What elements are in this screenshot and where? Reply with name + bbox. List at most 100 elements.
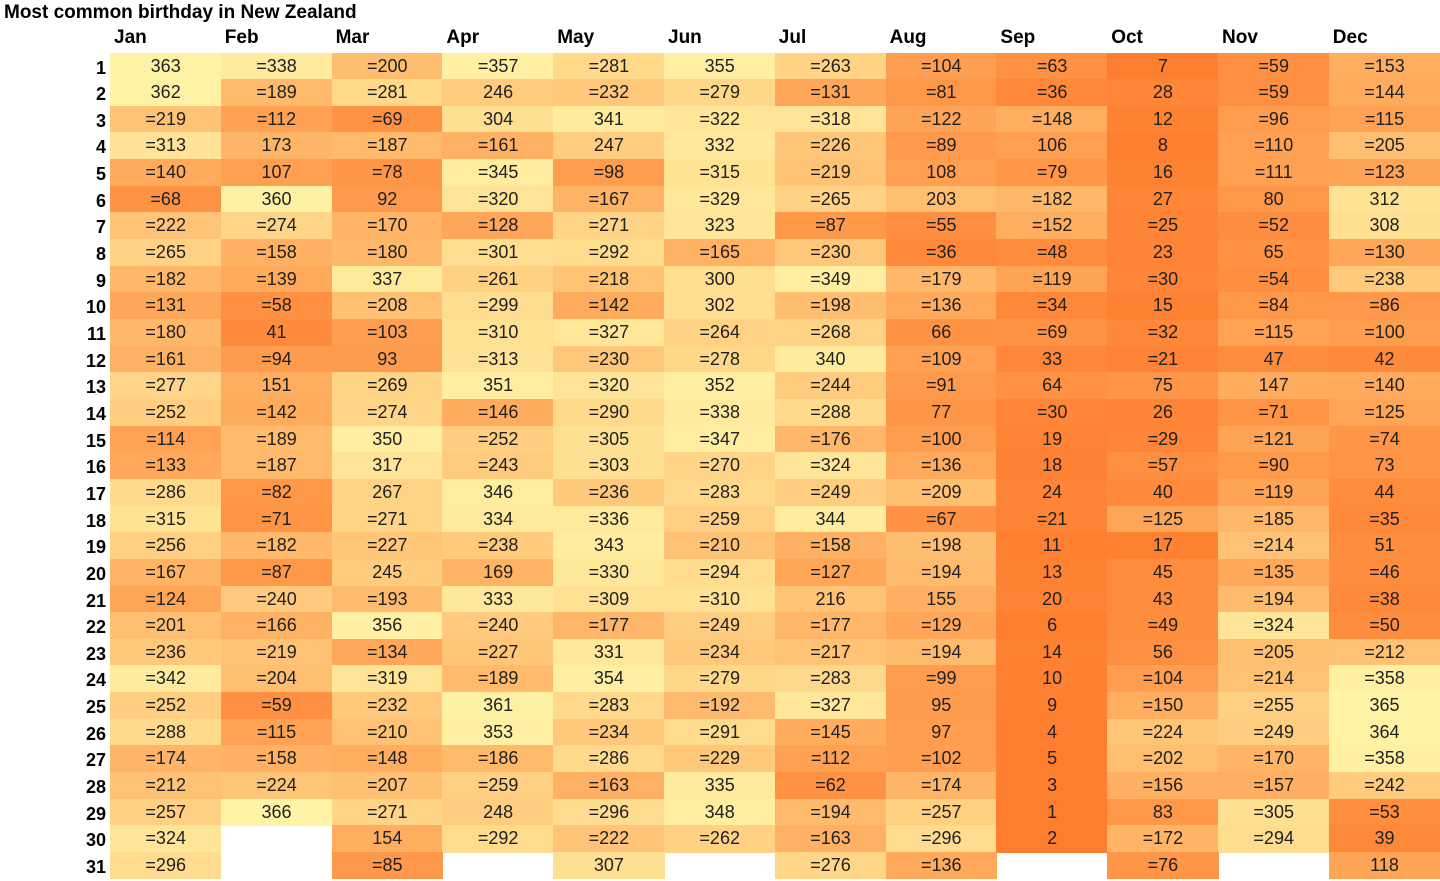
- heatmap-cell: =150: [1107, 692, 1219, 720]
- heatmap-cell: 65: [1218, 239, 1330, 267]
- day-label: 5: [95, 164, 106, 185]
- heatmap-cell: =202: [1107, 745, 1219, 773]
- heatmap-cell: =166: [220, 612, 333, 640]
- heatmap-cell: =182: [110, 265, 222, 293]
- heatmap-cell: =59: [220, 692, 333, 720]
- heatmap-cell: =338: [220, 52, 333, 80]
- heatmap-cell: =224: [1107, 718, 1219, 746]
- heatmap-cell: =224: [220, 772, 333, 800]
- heatmap-cell: =189: [220, 425, 333, 453]
- heatmap-cell: =192: [664, 692, 776, 720]
- heatmap-cell: =222: [553, 825, 665, 853]
- heatmap-cell: =71: [1218, 398, 1330, 427]
- heatmap-cell: =86: [1328, 292, 1440, 320]
- day-label: 21: [85, 590, 106, 611]
- heatmap-cell: =174: [110, 745, 222, 773]
- day-label: 22: [85, 617, 106, 638]
- heatmap-cell: =276: [774, 852, 887, 880]
- heatmap-cell: 151: [220, 372, 333, 400]
- heatmap-cell: =46: [1328, 558, 1440, 587]
- heatmap-cell: =100: [885, 425, 997, 453]
- heatmap-cell: =212: [110, 772, 222, 800]
- heatmap-cell: =36: [996, 79, 1108, 107]
- day-label: 25: [85, 697, 106, 718]
- heatmap-cell: =115: [1218, 319, 1330, 347]
- heatmap-cell: =271: [331, 798, 443, 826]
- heatmap-cell: =123: [1328, 159, 1440, 187]
- heatmap-cell: =198: [774, 292, 887, 320]
- day-label: 24: [85, 670, 106, 691]
- heatmap-cell: 169: [442, 558, 554, 587]
- heatmap-cell: =288: [774, 398, 887, 427]
- heatmap-cell: 340: [774, 345, 887, 373]
- heatmap-cell: 317: [331, 452, 443, 480]
- heatmap-cell: =322: [664, 105, 776, 134]
- heatmap-cell: 247: [553, 132, 665, 160]
- heatmap-cell: 4: [996, 718, 1108, 746]
- heatmap-cell: =243: [442, 452, 554, 480]
- day-label: 3: [95, 110, 106, 131]
- heatmap-cell: 83: [1107, 798, 1219, 826]
- heatmap-cell: =305: [1218, 798, 1330, 826]
- heatmap-cell: =214: [1218, 665, 1330, 693]
- heatmap-cell: 353: [442, 718, 554, 746]
- heatmap-cell: =210: [664, 532, 776, 560]
- heatmap-cell: 41: [220, 319, 333, 347]
- heatmap-cell: =270: [664, 452, 776, 480]
- heatmap-cell: 362: [110, 79, 222, 107]
- heatmap-cell: =256: [110, 532, 222, 560]
- heatmap-cell: =125: [1107, 505, 1219, 533]
- heatmap-cell: 77: [885, 398, 997, 427]
- heatmap-cell: 173: [220, 132, 333, 160]
- heatmap-cell: =21: [1107, 345, 1219, 373]
- heatmap-cell: =277: [110, 372, 222, 400]
- heatmap-cell: =194: [774, 798, 887, 826]
- heatmap-cell: =114: [110, 425, 222, 453]
- heatmap-cell: 26: [1107, 398, 1219, 427]
- heatmap-cell: 351: [442, 372, 554, 400]
- heatmap-cell: =57: [1107, 452, 1219, 480]
- heatmap-cell: 12: [1107, 105, 1219, 134]
- day-label: 29: [85, 803, 106, 824]
- day-label: 12: [85, 350, 106, 371]
- heatmap-cell: =336: [553, 505, 665, 533]
- heatmap-cell: 80: [1218, 185, 1330, 213]
- heatmap-cell: =49: [1107, 612, 1219, 640]
- heatmap-cell: =283: [664, 478, 776, 507]
- heatmap-cell: =69: [331, 105, 443, 134]
- heatmap-cell: 106: [996, 132, 1108, 160]
- heatmap-cell: =82: [220, 478, 333, 507]
- heatmap-cell: 333: [442, 585, 554, 613]
- heatmap-cell: =158: [220, 745, 333, 773]
- heatmap-cell: 364: [1328, 718, 1440, 746]
- heatmap-cell: =158: [220, 239, 333, 267]
- heatmap-cell: =34: [996, 292, 1108, 320]
- heatmap-cell: 66: [885, 319, 997, 347]
- heatmap-cell: =358: [1328, 745, 1440, 773]
- heatmap-cell: =290: [553, 398, 665, 427]
- heatmap-cell: 304: [442, 105, 554, 134]
- heatmap-cell: 323: [664, 212, 776, 240]
- heatmap-cell: 39: [1328, 825, 1440, 853]
- heatmap-cell: 216: [774, 585, 887, 613]
- heatmap-cell: =81: [885, 79, 997, 107]
- heatmap-cell: 355: [664, 52, 776, 80]
- heatmap-cell: =227: [331, 532, 443, 560]
- day-label: 7: [95, 217, 106, 238]
- month-label: Oct: [1111, 27, 1143, 48]
- heatmap-cell: =94: [220, 345, 333, 373]
- heatmap-cell: =172: [1107, 825, 1219, 853]
- heatmap-cell: 73: [1328, 452, 1440, 480]
- heatmap-cell: =58: [220, 292, 333, 320]
- heatmap-cell: =179: [885, 265, 997, 293]
- month-label: Nov: [1222, 27, 1258, 48]
- heatmap-cell: =76: [1107, 852, 1219, 880]
- heatmap-cell: 366: [220, 798, 333, 826]
- heatmap-cell: =142: [220, 398, 333, 427]
- heatmap-cell: 24: [996, 478, 1108, 507]
- heatmap-cell: 350: [331, 425, 443, 453]
- heatmap-cell: =102: [885, 745, 997, 773]
- month-label: Feb: [224, 27, 259, 48]
- heatmap-cell: =324: [774, 452, 887, 480]
- heatmap-cell: 302: [664, 292, 776, 320]
